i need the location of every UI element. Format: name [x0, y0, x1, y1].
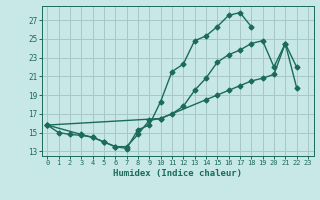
X-axis label: Humidex (Indice chaleur): Humidex (Indice chaleur) [113, 169, 242, 178]
